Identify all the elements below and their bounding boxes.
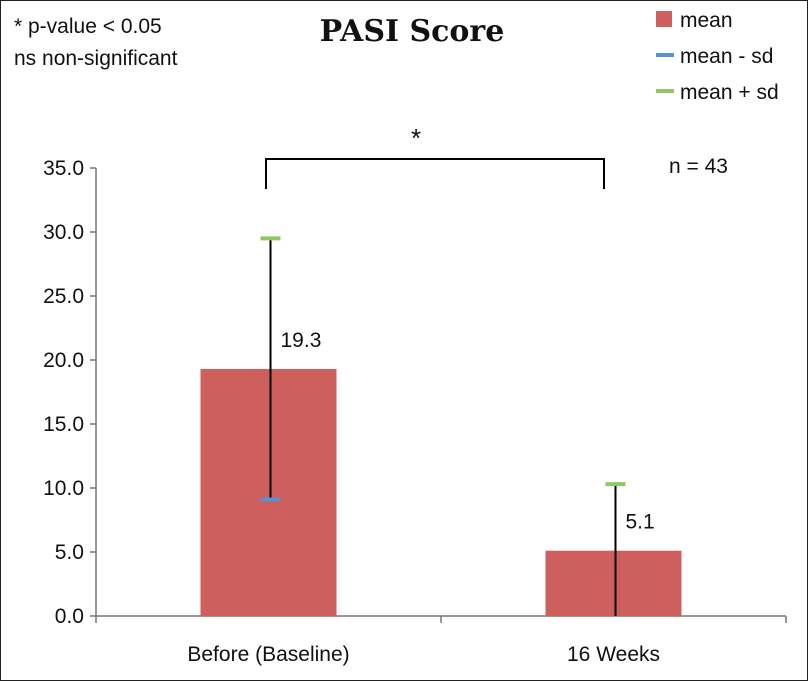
y-tick-label: 15.0 (43, 413, 84, 436)
y-tick-label: 20.0 (43, 349, 84, 372)
significance-asterisk: * (411, 123, 421, 153)
legend: mean mean - sd mean + sd (656, 9, 779, 104)
significance-bracket: * (265, 123, 605, 189)
y-tick-label: 25.0 (43, 285, 84, 308)
bar-mean (545, 550, 682, 616)
bars (200, 368, 682, 616)
error-bars (260, 236, 626, 616)
sample-size-label: n = 43 (669, 155, 728, 178)
chart-title: PASI Score (320, 14, 505, 49)
legend-label: mean + sd (680, 81, 779, 104)
bar-mean (200, 368, 337, 616)
legend-swatch (656, 53, 674, 57)
note-non-significant: ns non-significant (14, 47, 178, 70)
note-significance: * p-value < 0.05 (14, 15, 162, 38)
y-tick-label: 10.0 (43, 477, 84, 500)
legend-swatch (656, 89, 674, 93)
legend-swatch (656, 11, 672, 27)
bracket-line (265, 158, 605, 189)
bar-value-label: 5.1 (626, 511, 655, 534)
y-tick-label: 30.0 (43, 221, 84, 244)
y-tick-label: 35.0 (43, 157, 84, 180)
x-category-label: Before (Baseline) (187, 643, 349, 666)
legend-label: mean (680, 9, 733, 32)
axes: 0.0 5.0 10.0 15.0 20.0 25.0 30.0 35.0 Before (Ba… (43, 157, 787, 666)
legend-label: mean - sd (680, 45, 773, 68)
bar-value-label: 19.3 (281, 329, 322, 352)
value-labels: 19.3 5.1 (281, 329, 655, 534)
y-tick-label: 0.0 (55, 605, 84, 628)
y-tick-label: 5.0 (55, 541, 84, 564)
x-category-label: 16 Weeks (567, 643, 660, 666)
